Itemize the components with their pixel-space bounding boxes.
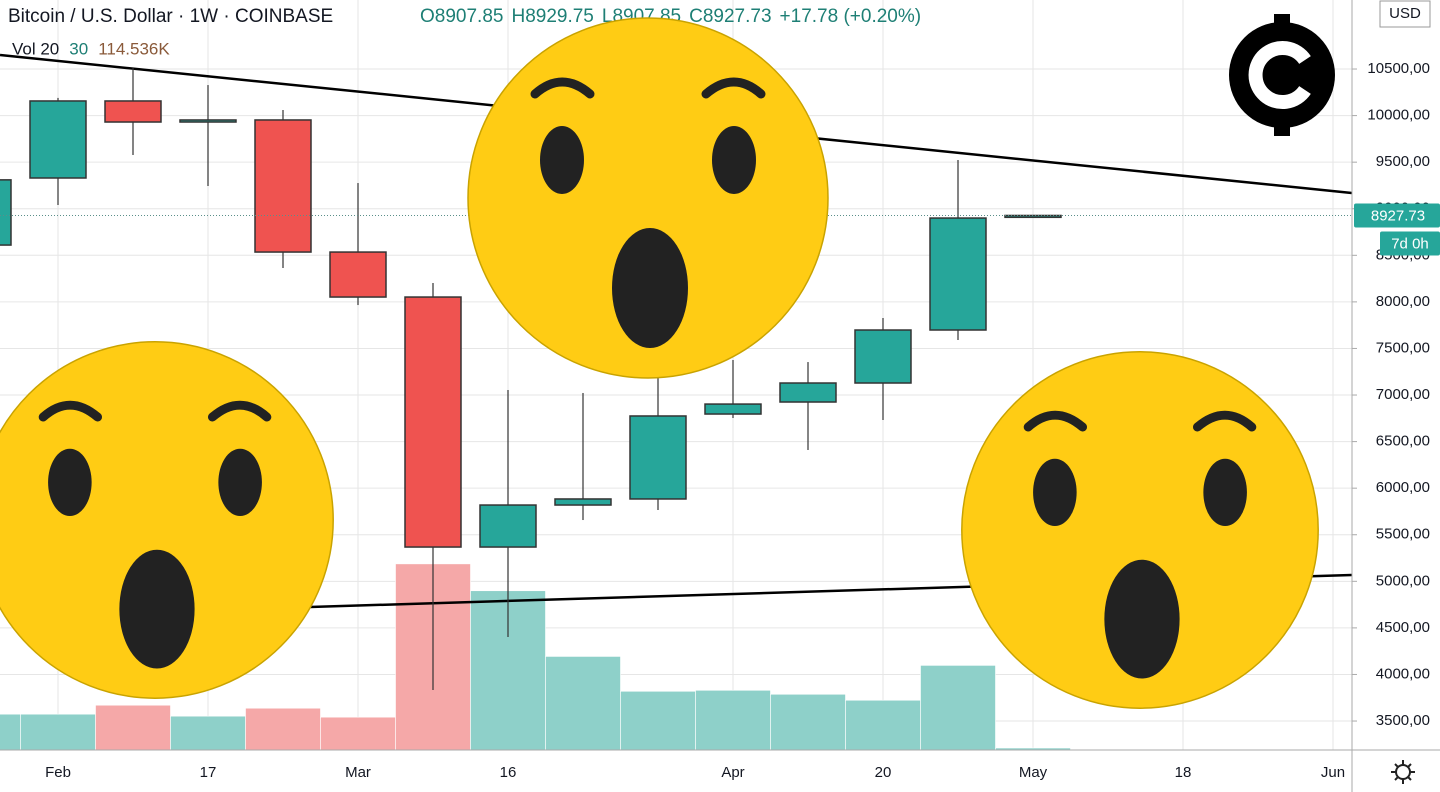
countdown: 7d 0h [1391, 235, 1429, 252]
candle-body [704, 403, 762, 415]
volume-bar [0, 713, 21, 750]
candle-body [779, 382, 837, 403]
ohlc-value: C8927.73 [689, 6, 771, 27]
candle-body [179, 119, 237, 123]
candle-body [329, 251, 387, 298]
volume-bar [545, 656, 621, 750]
countdown-bg [1380, 231, 1440, 256]
candle-body [29, 100, 87, 179]
y-tick-label: 5000,00 [1376, 572, 1430, 589]
y-tick-label: 8000,00 [1376, 293, 1430, 310]
candle-body [104, 100, 162, 123]
x-tick-label: 18 [1175, 764, 1192, 781]
axes: 3500,00 4000,00 4500,00 5000,00 5500,00 6000,… [45, 60, 1440, 781]
x-tick-label: May [1019, 764, 1048, 781]
y-tick-label: 4500,00 [1376, 619, 1430, 636]
ohlc-value: H8929.75 [511, 6, 593, 27]
y-tick-label: 6500,00 [1376, 433, 1430, 450]
volume-legend: 30 [69, 39, 88, 58]
emoji [0, 342, 333, 698]
y-tick-label: 9500,00 [1376, 153, 1430, 170]
x-tick-label: 16 [500, 764, 517, 781]
logo [1229, 14, 1335, 136]
emoji [468, 18, 828, 378]
chart-title: Bitcoin / U.S. Dollar · 1W · COINBASE [8, 6, 333, 27]
volume-bar [20, 713, 96, 750]
price-label: 8927.73 [1371, 207, 1425, 224]
candle-body [629, 415, 687, 500]
currency-box: USD [1379, 0, 1431, 28]
volume-legend: 114.536K [98, 39, 170, 58]
y-tick-label: 7500,00 [1376, 339, 1430, 356]
settings-icon[interactable] [1391, 760, 1415, 784]
x-tick-label: 17 [200, 764, 217, 781]
candle-body [554, 498, 612, 506]
volume-bar [920, 665, 996, 750]
volume-bar [245, 707, 321, 750]
x-tick-label: Mar [345, 764, 371, 781]
volume-bar [845, 699, 921, 750]
candle-body [854, 329, 912, 384]
volume-bar [770, 693, 846, 750]
ohlc-value: +17.78 (+0.20%) [780, 6, 922, 27]
candle-body [0, 179, 12, 246]
x-tick-label: Jun [1321, 764, 1345, 781]
volume-bar [695, 689, 771, 750]
y-tick-label: 10500,00 [1367, 60, 1430, 77]
volume-bar [620, 690, 696, 750]
time-axis-bg [0, 750, 1440, 792]
ohlc-value: O8907.85 [420, 6, 503, 27]
emoji [962, 352, 1318, 708]
y-tick-label: 6000,00 [1376, 479, 1430, 496]
y-tick-label: 7000,00 [1376, 386, 1430, 403]
candle-body [479, 504, 537, 548]
volume-bar [170, 715, 246, 750]
y-tick-label: 4000,00 [1376, 665, 1430, 682]
x-tick-label: Apr [721, 764, 744, 781]
candle-body [254, 119, 312, 253]
x-tick-label: 20 [875, 764, 892, 781]
price-label-bg [1354, 203, 1440, 228]
candle-body [929, 217, 987, 331]
y-tick-label: 3500,00 [1376, 712, 1430, 729]
y-tick-label: 5500,00 [1376, 526, 1430, 543]
currency: USD [1389, 5, 1421, 22]
candle-body [404, 296, 462, 548]
price-axis-bg [1352, 0, 1440, 792]
volume-bar [320, 716, 396, 750]
x-tick-label: Feb [45, 764, 71, 781]
volume-bar [95, 704, 171, 750]
volume-legend: Vol 20 [12, 39, 59, 58]
y-tick-label: 10000,00 [1367, 107, 1430, 124]
